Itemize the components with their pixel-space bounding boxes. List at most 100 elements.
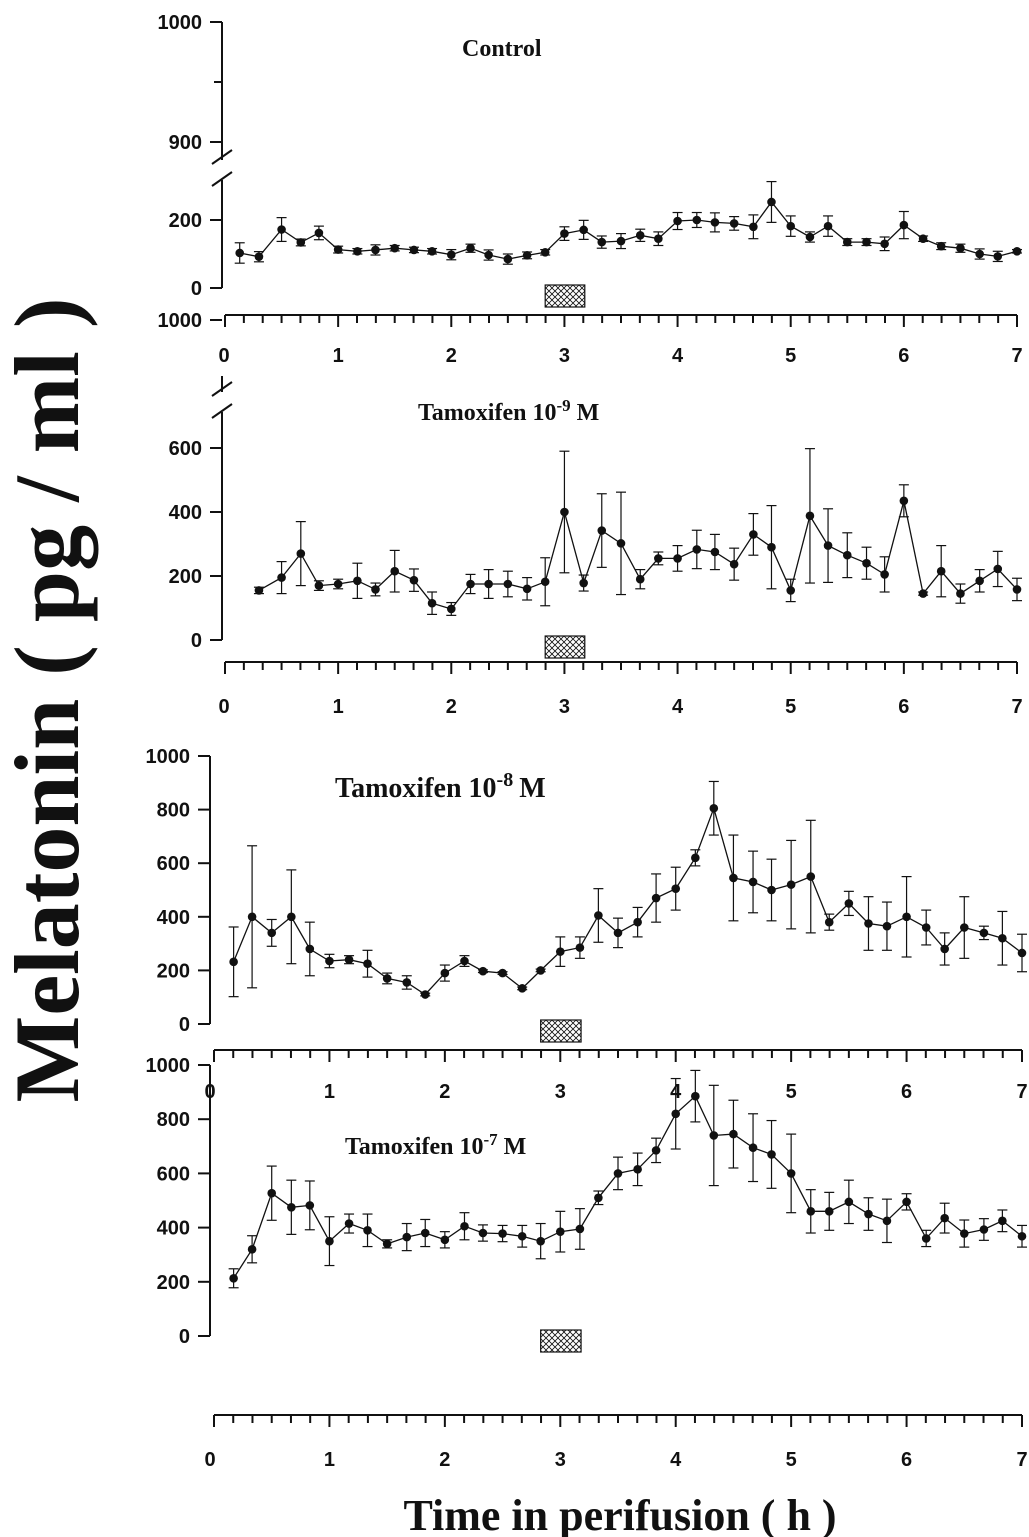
data-point	[296, 549, 306, 558]
data-point	[921, 923, 931, 932]
data-point	[710, 218, 720, 227]
data-point	[786, 586, 796, 595]
data-point	[864, 1209, 873, 1219]
data-point	[478, 1228, 488, 1238]
y-tick-label: 1000	[158, 12, 203, 34]
data-point	[522, 584, 532, 594]
data-point	[325, 956, 334, 966]
x-tick-label: 4	[670, 1449, 682, 1471]
x-tick-label: 2	[446, 345, 457, 367]
data-point	[363, 959, 372, 968]
y-tick-label: 0	[179, 1326, 190, 1348]
data-point	[353, 576, 362, 586]
data-point	[390, 566, 400, 576]
y-axis-break-mark	[211, 149, 233, 165]
x-tick-label: 6	[901, 1449, 912, 1471]
x-tick-label: 7	[1016, 1449, 1027, 1471]
x-tick-label: 5	[786, 1081, 797, 1103]
x-tick-label: 6	[898, 345, 909, 367]
panel-control: 0 200 900 1000 0 1 2 3 4 5 6 7 Control	[158, 12, 1023, 367]
y-tick-label: 0	[179, 1014, 190, 1036]
data-point	[651, 1146, 661, 1155]
data-point	[503, 579, 513, 589]
x-tick-label: 0	[204, 1449, 215, 1471]
data-point	[536, 966, 545, 975]
data-point	[918, 589, 928, 598]
treatment-box	[540, 1019, 582, 1043]
data-point	[333, 579, 343, 589]
data-point	[382, 974, 392, 983]
data-point	[305, 1201, 315, 1210]
data-point	[651, 893, 661, 903]
data-point	[862, 237, 871, 247]
data-point	[975, 249, 984, 259]
data-point	[1017, 948, 1027, 958]
data-point	[692, 545, 702, 554]
data-point	[314, 581, 324, 590]
x-tick-label: 7	[1016, 1081, 1027, 1103]
data-point	[575, 1224, 585, 1234]
data-point	[229, 1273, 238, 1283]
data-point	[806, 1207, 816, 1216]
data-point	[1012, 246, 1022, 256]
data-point	[749, 222, 758, 232]
data-point	[446, 604, 456, 614]
data-point	[287, 1202, 296, 1212]
data-point	[254, 252, 264, 262]
data-point	[862, 558, 871, 568]
data-point	[864, 919, 873, 928]
data-point	[613, 1169, 623, 1178]
panel-title: Tamoxifen 10-8 M	[335, 769, 546, 804]
data-point	[353, 246, 362, 256]
data-point	[824, 917, 834, 927]
data-point	[382, 1239, 392, 1249]
data-point	[729, 219, 739, 228]
panel-title-unit: M	[504, 1134, 527, 1160]
data-point	[597, 526, 607, 535]
y-tick-label: 600	[157, 1163, 190, 1185]
data-point	[540, 577, 550, 587]
panel-title-text: Tamoxifen 10	[335, 773, 497, 804]
y-tick-label: 800	[157, 1109, 190, 1131]
data-point	[409, 575, 419, 585]
data-point	[277, 225, 286, 234]
x-tick-label: 1	[324, 1081, 335, 1103]
data-point	[267, 928, 277, 938]
data-point	[786, 880, 796, 889]
y-axis-label: Melatonin ( pg / ml )	[0, 298, 98, 1103]
data-point	[691, 1091, 700, 1101]
data-point	[748, 877, 758, 887]
data-point	[673, 216, 682, 226]
data-point	[314, 228, 324, 238]
data-point	[880, 239, 889, 249]
y-tick-label: 200	[157, 1272, 190, 1294]
data-point	[633, 1165, 642, 1174]
data-point	[936, 241, 946, 251]
panel-title: Tamoxifen 10-7 M	[345, 1130, 526, 1161]
data-point	[555, 947, 565, 956]
data-point	[956, 589, 965, 598]
data-point	[254, 586, 264, 595]
y-tick-label: 800	[157, 800, 190, 822]
data-point	[503, 254, 513, 264]
data-point	[427, 598, 437, 608]
data-point	[1017, 1231, 1027, 1241]
data-point	[466, 579, 475, 589]
data-point	[616, 539, 626, 548]
data-point	[1012, 585, 1022, 594]
y-tick-label: 1000	[158, 310, 203, 332]
x-tick-label: 1	[333, 345, 344, 367]
panel-title-superscript: -8	[497, 769, 514, 791]
x-tick-label: 4	[672, 696, 684, 718]
x-tick-label: 5	[786, 1449, 797, 1471]
data-point	[709, 803, 719, 813]
data-point	[806, 872, 816, 881]
data-point	[959, 923, 969, 932]
data-point	[899, 220, 909, 230]
data-point	[409, 245, 419, 255]
data-point	[993, 252, 1003, 261]
x-tick-label: 5	[785, 345, 796, 367]
y-tick-label: 600	[169, 438, 202, 460]
data-point	[902, 912, 911, 922]
data-point	[305, 944, 315, 954]
